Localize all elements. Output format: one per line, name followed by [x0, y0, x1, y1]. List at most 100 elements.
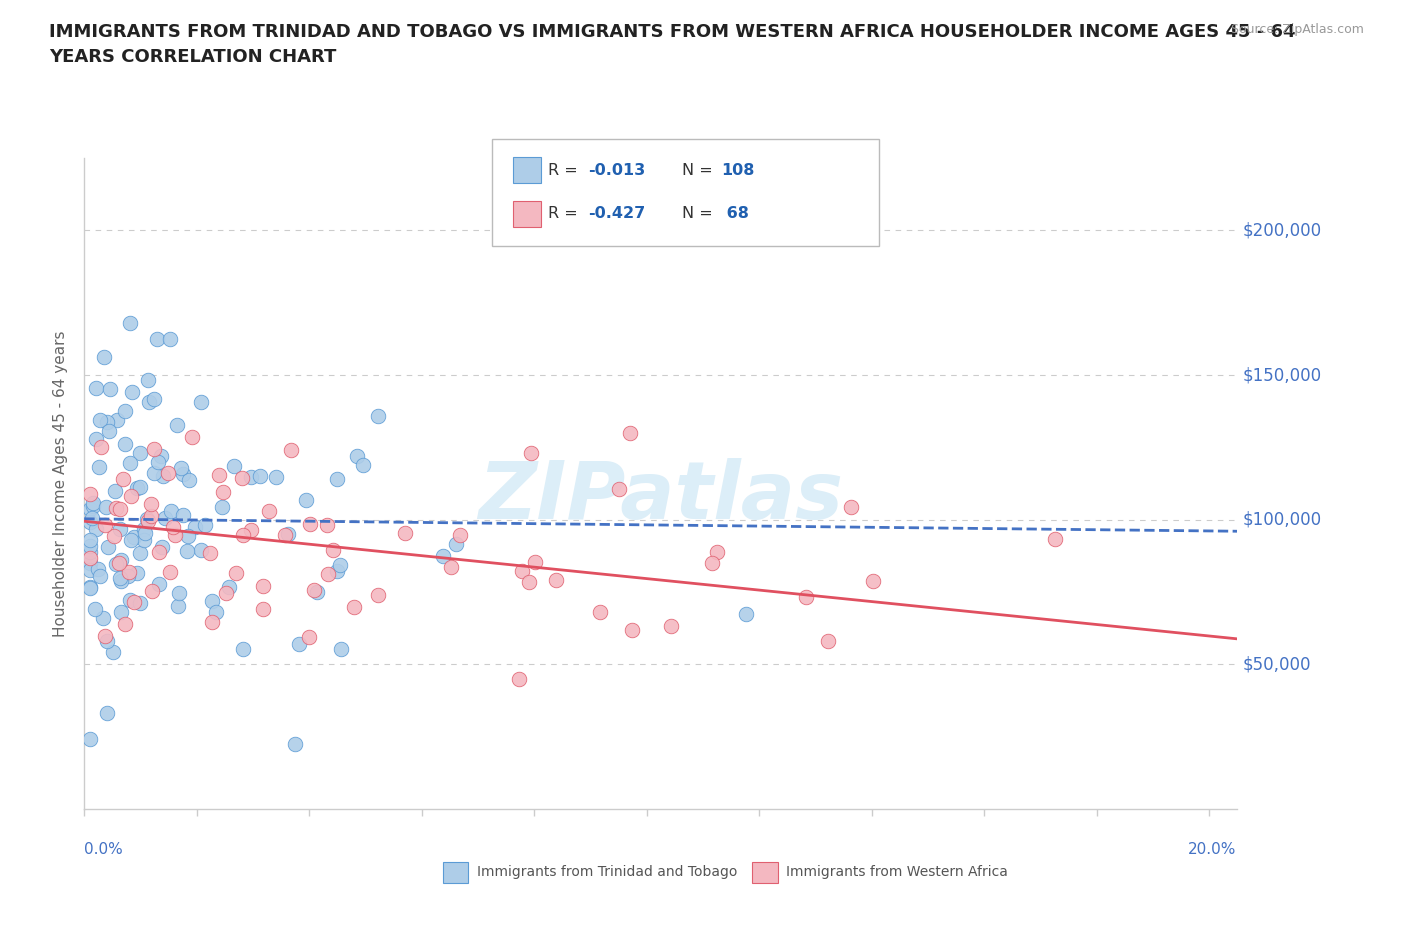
- Point: [232, 642, 254, 657]
- Point: [322, 542, 344, 557]
- Point: [132, 533, 155, 548]
- Point: [277, 526, 299, 541]
- Point: [231, 471, 253, 485]
- Point: [128, 546, 150, 561]
- Point: [108, 571, 131, 586]
- Text: $100,000: $100,000: [1243, 511, 1322, 529]
- Point: [280, 443, 302, 458]
- Point: [159, 332, 181, 347]
- Point: [367, 408, 389, 423]
- Point: [201, 594, 224, 609]
- Point: [91, 610, 114, 625]
- Point: [110, 521, 132, 536]
- Point: [152, 539, 174, 554]
- Point: [143, 392, 166, 406]
- Point: [252, 578, 274, 593]
- Point: [128, 595, 150, 610]
- Point: [82, 498, 104, 513]
- Point: [80, 511, 103, 525]
- Text: $50,000: $50,000: [1243, 656, 1312, 673]
- Point: [184, 519, 207, 534]
- Point: [79, 580, 101, 595]
- Point: [108, 556, 131, 571]
- Point: [114, 436, 136, 451]
- Point: [96, 499, 118, 514]
- Point: [167, 585, 190, 600]
- Point: [181, 429, 204, 444]
- Point: [120, 533, 142, 548]
- Point: [120, 316, 142, 331]
- Point: [125, 481, 148, 496]
- Point: [794, 590, 817, 604]
- Point: [257, 504, 280, 519]
- Point: [79, 732, 101, 747]
- Point: [190, 543, 212, 558]
- Point: [89, 413, 111, 428]
- Point: [93, 350, 115, 365]
- Point: [307, 585, 329, 600]
- Point: [149, 448, 172, 463]
- Point: [79, 502, 101, 517]
- Point: [288, 637, 311, 652]
- Point: [94, 629, 117, 644]
- Point: [607, 482, 630, 497]
- Point: [817, 634, 839, 649]
- Point: [134, 525, 156, 540]
- Point: [352, 458, 374, 472]
- Point: [706, 544, 728, 559]
- Text: $200,000: $200,000: [1243, 221, 1322, 239]
- Point: [127, 565, 149, 580]
- Point: [194, 518, 217, 533]
- Text: R =: R =: [548, 206, 583, 221]
- Point: [343, 600, 366, 615]
- Point: [153, 511, 176, 525]
- Point: [1045, 532, 1067, 547]
- Point: [222, 458, 245, 473]
- Point: [159, 565, 181, 580]
- Point: [143, 466, 166, 481]
- Point: [143, 442, 166, 457]
- Point: [96, 705, 118, 720]
- Point: [84, 432, 107, 446]
- Point: [79, 538, 101, 553]
- Point: [170, 460, 193, 475]
- Text: Immigrants from Trinidad and Tobago: Immigrants from Trinidad and Tobago: [477, 865, 737, 880]
- Point: [103, 529, 125, 544]
- Point: [162, 519, 184, 534]
- Point: [89, 568, 111, 583]
- Point: [315, 517, 337, 532]
- Point: [440, 560, 463, 575]
- Point: [118, 592, 141, 607]
- Point: [302, 582, 325, 597]
- Point: [86, 380, 108, 395]
- Point: [110, 574, 132, 589]
- Text: R =: R =: [548, 163, 583, 178]
- Point: [110, 605, 132, 620]
- Point: [148, 545, 170, 560]
- Point: [79, 563, 101, 578]
- Text: -0.013: -0.013: [588, 163, 645, 178]
- Point: [367, 588, 389, 603]
- Point: [239, 470, 262, 485]
- Text: Immigrants from Western Africa: Immigrants from Western Africa: [786, 865, 1008, 880]
- Point: [208, 467, 231, 482]
- Point: [87, 561, 110, 576]
- Point: [264, 470, 287, 485]
- Point: [120, 488, 142, 503]
- Point: [659, 618, 682, 633]
- Point: [128, 445, 150, 460]
- Point: [79, 486, 101, 501]
- Point: [136, 372, 159, 387]
- Point: [201, 615, 224, 630]
- Point: [166, 418, 188, 432]
- Text: 0.0%: 0.0%: [84, 842, 124, 857]
- Text: 68: 68: [721, 206, 749, 221]
- Point: [103, 644, 125, 659]
- Point: [118, 565, 141, 579]
- Point: [284, 737, 307, 751]
- Point: [105, 500, 128, 515]
- Point: [104, 484, 127, 498]
- Point: [82, 496, 104, 511]
- Point: [510, 564, 533, 578]
- Text: -0.427: -0.427: [588, 206, 645, 221]
